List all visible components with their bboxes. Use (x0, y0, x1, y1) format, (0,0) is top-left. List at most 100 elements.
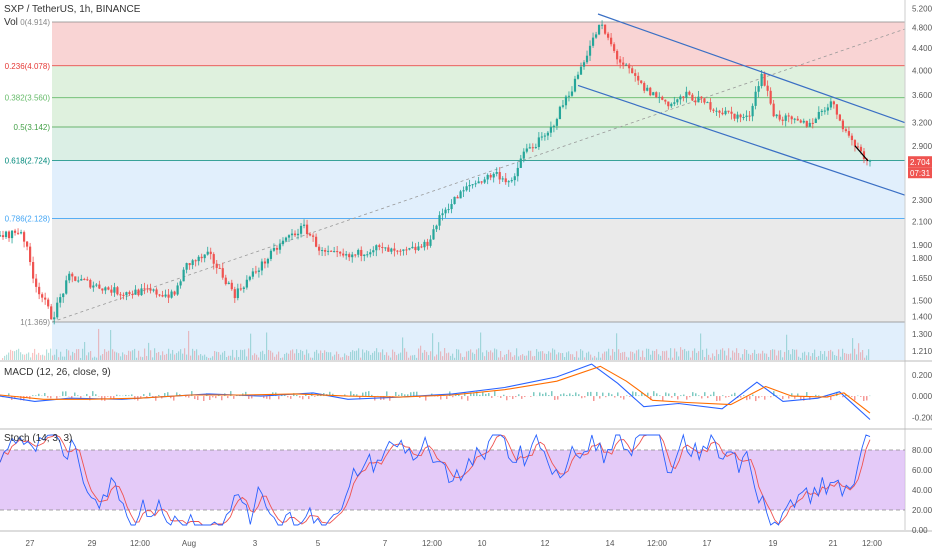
fib-zone (52, 97, 905, 127)
volume-bar (322, 353, 324, 360)
macd-histogram-bar (743, 395, 745, 397)
price-axis-tick: 1.300 (912, 330, 932, 339)
macd-histogram-bar (695, 393, 697, 397)
candle-body (588, 45, 592, 56)
volume-bar (234, 357, 236, 360)
volume-bar (62, 356, 64, 360)
fib-level-label: 0.5(3.142) (14, 123, 51, 132)
candle-body (664, 99, 667, 102)
macd-histogram-bar (704, 392, 706, 397)
volume-bar (426, 351, 428, 360)
candle-body (221, 268, 224, 278)
volume-bar (290, 350, 292, 360)
countdown-tag (908, 167, 932, 179)
volume-bar (806, 355, 808, 360)
channel-upper-line (597, 13, 906, 124)
price-axis-tick: 3.200 (912, 119, 932, 128)
volume-bar (162, 351, 164, 360)
candle-body (742, 117, 745, 119)
volume-bar (312, 357, 314, 360)
macd-histogram-bar (176, 392, 178, 397)
candle-body (700, 96, 703, 99)
macd-histogram-bar (650, 396, 652, 401)
volume-bar (34, 348, 36, 360)
volume-bar (564, 356, 566, 360)
volume-bar (346, 355, 348, 360)
candle-body (703, 98, 706, 103)
volume-bar (372, 352, 374, 360)
volume-bar (260, 351, 262, 360)
volume-bar (536, 349, 538, 360)
candle-body (631, 68, 634, 74)
volume-bar (438, 342, 440, 360)
candle-body (805, 120, 808, 127)
volume-bar (574, 357, 576, 360)
volume-bar (798, 356, 800, 360)
volume-bar (616, 333, 618, 360)
volume-bar (246, 356, 248, 360)
macd-histogram-bar (395, 391, 397, 397)
macd-histogram-bar (746, 396, 748, 401)
volume-bar (304, 354, 306, 360)
macd-histogram-bar (569, 393, 571, 397)
countdown-value: 07:31 (910, 169, 931, 178)
macd-histogram-bar (854, 396, 856, 401)
volume-bar (398, 353, 400, 360)
candle-body (522, 151, 525, 159)
macd-histogram-bar (146, 396, 148, 397)
candle-body (426, 241, 429, 246)
macd-histogram-bar (719, 396, 721, 401)
candle-body (224, 277, 227, 285)
volume-bar (560, 353, 562, 360)
candle-body (537, 137, 540, 148)
volume-bar (812, 353, 814, 360)
candle-body (269, 250, 273, 259)
volume-bar (90, 350, 92, 360)
volume-bar (624, 351, 626, 360)
macd-histogram-bar (215, 396, 217, 399)
volume-bar (832, 351, 834, 360)
candle-body (634, 73, 637, 76)
candle-body (438, 215, 441, 226)
candle-body (83, 278, 86, 280)
volume-bar (720, 349, 722, 360)
macd-histogram-bar (95, 394, 97, 397)
volume-bar (150, 350, 152, 360)
macd-histogram-bar (386, 391, 388, 397)
volume-bar (592, 357, 594, 360)
macd-histogram-bar (158, 394, 160, 397)
volume-bar (292, 349, 294, 360)
candle-body (613, 44, 616, 51)
macd-histogram-bar (197, 396, 199, 401)
candle-body (19, 232, 23, 234)
macd-histogram-bar (32, 395, 34, 397)
volume-bar (32, 352, 34, 360)
volume-bar (600, 357, 602, 360)
candle-body (113, 287, 116, 293)
volume-bar (332, 356, 334, 360)
candle-body (679, 96, 682, 100)
volume-bar (480, 332, 482, 360)
volume-bar (486, 350, 488, 360)
volume-bar (610, 355, 612, 360)
macd-histogram-bar (92, 391, 94, 397)
candle-body (215, 263, 218, 268)
volume-bar (644, 357, 646, 360)
macd-axis-tick: -0.200 (912, 413, 932, 422)
candle-body (507, 181, 510, 183)
volume-bar (762, 350, 764, 360)
macd-histogram-bar (470, 392, 472, 397)
macd-histogram-bar (290, 396, 292, 399)
volume-bar (202, 355, 204, 360)
time-axis-tick: 29 (88, 539, 97, 548)
volume-bar (408, 357, 410, 360)
volume-bar (258, 357, 260, 360)
volume-bar (54, 354, 56, 360)
volume-bar (682, 349, 684, 360)
macd-histogram-bar (155, 396, 157, 401)
macd-histogram-bar (851, 396, 853, 398)
candle-body (715, 110, 718, 112)
volume-bar (158, 351, 160, 360)
price-axis-tick: 4.400 (912, 44, 932, 53)
